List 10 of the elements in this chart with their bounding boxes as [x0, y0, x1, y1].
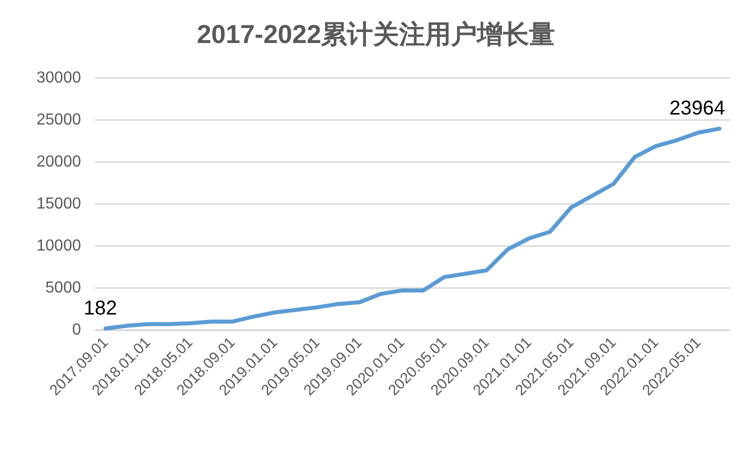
y-tick-label: 30000	[36, 70, 82, 86]
y-tick-label: 15000	[36, 196, 82, 212]
y-tick-label: 20000	[36, 154, 82, 170]
data-label: 23964	[669, 98, 726, 120]
chart-title: 2017-2022累计关注用户增长量	[196, 19, 556, 49]
y-tick-label: 0	[72, 322, 82, 338]
y-tick-label: 10000	[36, 238, 82, 254]
y-tick-label: 25000	[36, 112, 82, 128]
data-label: 182	[84, 297, 117, 320]
y-tick-label: 5000	[45, 280, 82, 296]
